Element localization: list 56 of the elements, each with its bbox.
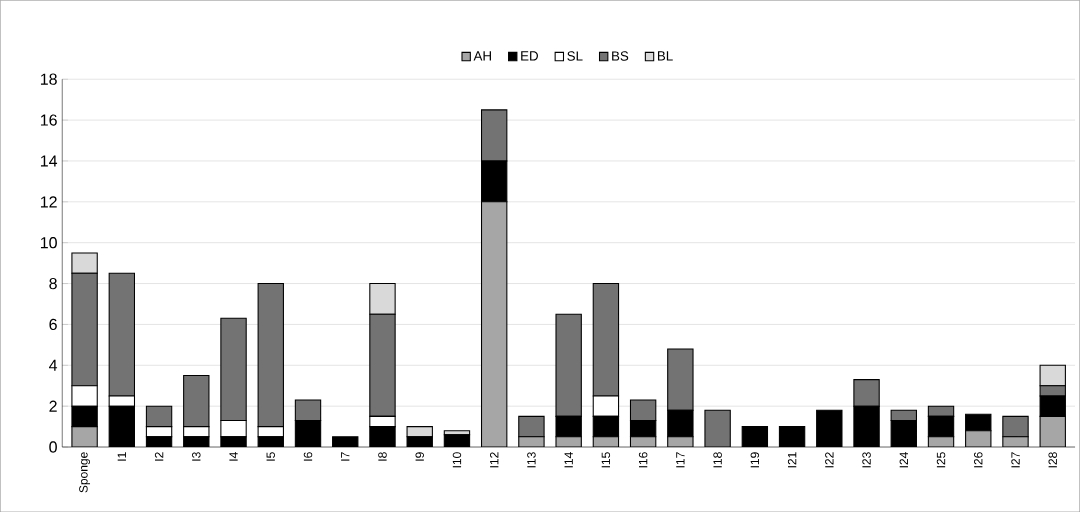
bar [480,109,508,162]
bar [667,348,694,411]
x-tick-label: I3 [192,452,201,461]
x-tick-label: I26 [974,452,983,468]
x-tick-label: I21 [787,452,797,468]
bar [369,313,396,417]
bar [220,317,247,421]
x-tick-label: I4 [229,451,238,461]
x-tick-label: I19 [750,452,760,468]
bar [71,272,98,387]
x-tick-label: I9 [415,452,424,461]
x-tick-label: I15 [601,452,611,468]
bar [183,374,210,428]
bar [555,313,582,417]
x-tick-label: I1 [117,452,126,461]
x-tick-label: I22 [825,452,834,468]
x-tick-label: I23 [862,452,871,468]
x-tick-label: I28 [1048,452,1057,468]
x-tick-label: I6 [303,452,313,461]
x-tick-label: I14 [564,451,573,468]
x-tick-label: I17 [676,452,685,468]
x-tick-label: I12 [489,452,499,468]
y-tick-label: 10 [40,236,57,249]
y-tick-label: 2 [49,400,57,412]
x-tick-label: I27 [1011,452,1020,468]
bar [592,282,620,397]
y-tick-label: 4 [49,359,58,371]
bar [704,409,731,447]
x-tick-label: I10 [452,452,462,468]
x-tick-label: Sponge [79,452,91,493]
legend-label: BS [612,51,629,61]
bar [108,272,136,397]
y-tick-label: 0 [49,441,57,453]
y-tick-label: 6 [49,318,57,330]
legend-label: BL [657,51,673,61]
x-tick-label: I24 [899,451,908,468]
legend-label: AH [473,51,491,61]
y-tick-label: 8 [49,277,57,290]
legend-label: ED [521,51,538,61]
x-tick-label: I7 [341,452,350,461]
bar [853,378,880,407]
y-tick-label: 14 [40,155,58,167]
x-tick-label: I18 [713,452,722,468]
y-tick-label: 18 [40,73,57,85]
x-tick-label: I8 [378,452,387,461]
x-tick-label: I2 [154,452,164,461]
x-tick-label: I25 [936,452,946,468]
bar [257,282,284,428]
bar [1002,415,1029,438]
y-tick-label: 12 [40,196,57,208]
x-tick-label: I13 [527,452,536,468]
x-tick-label: I5 [266,452,275,461]
x-tick-label: I16 [638,452,648,468]
bar [369,282,396,315]
y-tick-label: 16 [40,114,57,126]
legend-label: SL [567,51,583,61]
